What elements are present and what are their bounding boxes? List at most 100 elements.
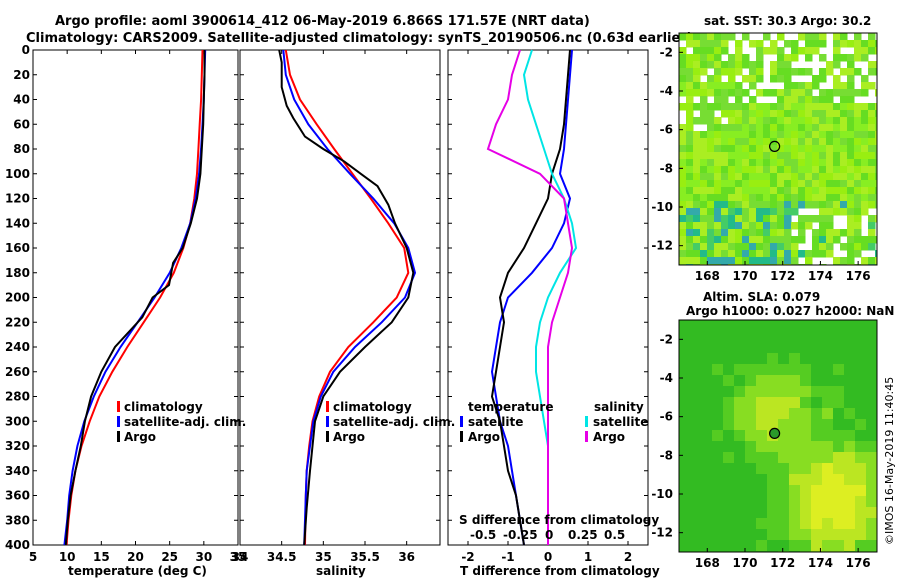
heatmap-cell xyxy=(714,222,722,230)
heatmap-cell xyxy=(777,229,785,237)
heatmap-cell xyxy=(679,250,687,258)
heatmap-cell xyxy=(855,364,867,376)
heatmap-cell xyxy=(778,397,790,409)
heatmap-cell xyxy=(714,152,722,160)
heatmap-cell xyxy=(749,124,757,132)
heatmap-cell xyxy=(826,152,834,160)
heatmap-cell xyxy=(805,257,813,265)
heatmap-cell xyxy=(868,236,876,244)
heatmap-cell xyxy=(777,194,785,202)
heatmap-cell xyxy=(811,474,823,486)
heatmap-cell xyxy=(855,419,867,431)
heatmap-cell xyxy=(822,386,834,398)
heatmap-cell xyxy=(784,243,792,251)
y-tick-label: -12 xyxy=(651,239,673,253)
figure-title-line1: Argo profile: aoml 3900614_412 06-May-20… xyxy=(55,14,590,29)
heatmap-cell xyxy=(833,386,845,398)
heatmap-cell xyxy=(844,529,856,541)
heatmap-cell xyxy=(791,180,799,188)
heatmap-cell xyxy=(693,208,701,216)
heatmap-cell xyxy=(833,353,845,365)
heatmap-cell xyxy=(800,463,812,475)
heatmap-cell xyxy=(854,89,862,97)
heatmap-cell xyxy=(819,89,827,97)
heatmap-cell xyxy=(679,551,691,552)
heatmap-cell xyxy=(844,507,856,519)
heatmap-cell xyxy=(701,496,713,508)
heatmap-cell xyxy=(822,364,834,376)
heatmap-cell xyxy=(847,96,855,104)
heatmap-cell xyxy=(735,215,743,223)
heatmap-cell xyxy=(833,75,841,83)
heatmap-cell xyxy=(833,441,845,453)
heatmap-cell xyxy=(812,138,820,146)
heatmap-cell xyxy=(866,386,877,398)
heatmap-cell xyxy=(735,61,743,69)
heatmap-cell xyxy=(854,208,862,216)
heatmap-cell xyxy=(686,131,694,139)
heatmap-cell xyxy=(847,215,855,223)
heatmap-cell xyxy=(777,124,785,132)
heatmap-cell xyxy=(777,47,785,55)
heatmap-cell xyxy=(701,485,713,497)
s-difference-ticks: -0.5 -0.25 0 0.25 0.5 xyxy=(470,528,625,542)
heatmap-cell xyxy=(798,47,806,55)
heatmap-cell xyxy=(700,145,708,153)
heatmap-cell xyxy=(693,250,701,258)
x-tick-label: 35.5 xyxy=(350,550,380,564)
heatmap-cell xyxy=(679,364,691,376)
heatmap-cell xyxy=(800,320,812,332)
heatmap-cell xyxy=(800,496,812,508)
heatmap-cell xyxy=(789,529,801,541)
heatmap-cell xyxy=(767,496,779,508)
heatmap-cell xyxy=(800,364,812,376)
heatmap-cell xyxy=(770,187,778,195)
heatmap-cell xyxy=(723,364,735,376)
heatmap-cell xyxy=(767,441,779,453)
heatmap-cell xyxy=(700,187,708,195)
heatmap-cell xyxy=(854,103,862,111)
heatmap-cell xyxy=(861,117,869,125)
heatmap-cell xyxy=(811,397,823,409)
heatmap-cell xyxy=(811,408,823,420)
heatmap-cell xyxy=(868,257,876,265)
heatmap-cell xyxy=(763,138,771,146)
heatmap-cell xyxy=(812,173,820,181)
heatmap-cell xyxy=(866,364,877,376)
heatmap-cell xyxy=(840,257,848,265)
heatmap-cell xyxy=(723,507,735,519)
heatmap-cell xyxy=(812,159,820,167)
heatmap-cell xyxy=(789,353,801,365)
heatmap-cell xyxy=(833,430,845,442)
argo-float-marker xyxy=(769,427,781,440)
heatmap-cell xyxy=(875,194,877,202)
heatmap-cell xyxy=(714,33,722,41)
heatmap-cell xyxy=(875,89,877,97)
heatmap-cell xyxy=(840,54,848,62)
heatmap-cell xyxy=(749,173,757,181)
heatmap-cell xyxy=(714,89,722,97)
heatmap-cell xyxy=(854,236,862,244)
heatmap-cell xyxy=(756,47,764,55)
heatmap-cell xyxy=(805,159,813,167)
heatmap-cell xyxy=(798,180,806,188)
temperature-panel: 0 20 40 60 80 100 120 140 160 180 200 220 240 260 280 3… xyxy=(5,43,246,578)
heatmap-cell xyxy=(833,452,845,464)
x-tick-label: 36 xyxy=(398,550,415,564)
y-tick-label: 280 xyxy=(5,390,30,404)
y-tick-label: 400 xyxy=(5,538,30,552)
heatmap-cell xyxy=(847,40,855,48)
heatmap-cell xyxy=(844,419,856,431)
heatmap-cell xyxy=(826,187,834,195)
heatmap-cell xyxy=(811,364,823,376)
heatmap-cell xyxy=(701,353,713,365)
heatmap-cell xyxy=(693,117,701,125)
heatmap-cell xyxy=(693,173,701,181)
heatmap-cell xyxy=(686,96,694,104)
heatmap-cell xyxy=(840,243,848,251)
heatmap-cell xyxy=(686,124,694,132)
heatmap-cell xyxy=(833,54,841,62)
heatmap-cell xyxy=(855,375,867,387)
heatmap-cell xyxy=(686,180,694,188)
heatmap-cell xyxy=(742,110,750,118)
